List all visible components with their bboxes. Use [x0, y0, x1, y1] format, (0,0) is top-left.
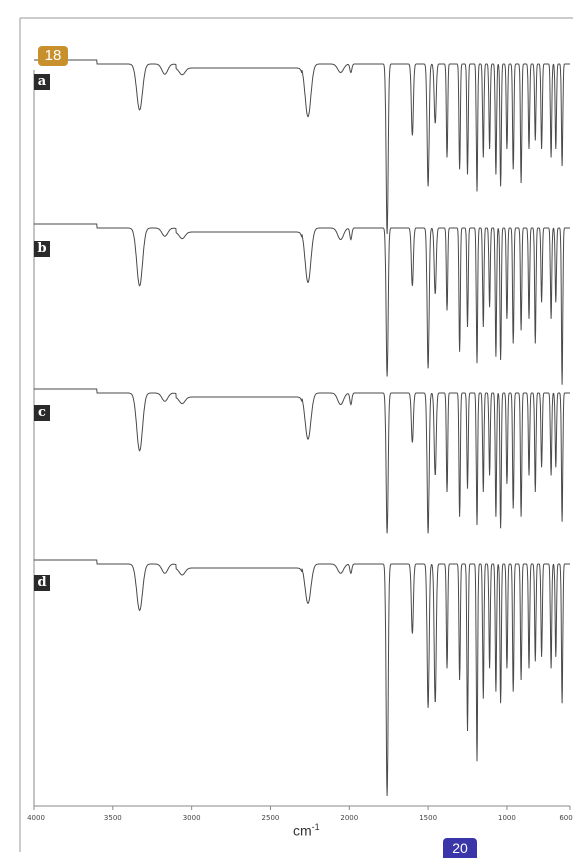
- x-tick-label-3500: 3500: [104, 814, 122, 822]
- trace-label-a: a: [34, 74, 50, 90]
- page-number-badge: 18: [38, 46, 68, 66]
- spectrum-trace-c: [34, 388, 570, 534]
- next-page-badge: 20: [443, 838, 477, 858]
- x-tick-label-2500: 2500: [262, 814, 280, 822]
- x-tick-label-600: 600: [559, 814, 572, 822]
- x-tick-label-4000: 4000: [27, 814, 45, 822]
- x-tick-label-1500: 1500: [419, 814, 437, 822]
- x-tick-label-3000: 3000: [183, 814, 201, 822]
- x-tick-label-2000: 2000: [340, 814, 358, 822]
- trace-label-b: b: [34, 241, 50, 257]
- trace-label-c: c: [34, 405, 50, 421]
- x-tick-label-1000: 1000: [498, 814, 516, 822]
- spectrum-trace-b: [34, 223, 570, 385]
- x-axis-title: cm-1: [293, 822, 320, 839]
- spectrum-trace-d: [34, 559, 570, 797]
- spectrum-trace-a: [34, 59, 570, 235]
- trace-label-d: d: [34, 575, 50, 591]
